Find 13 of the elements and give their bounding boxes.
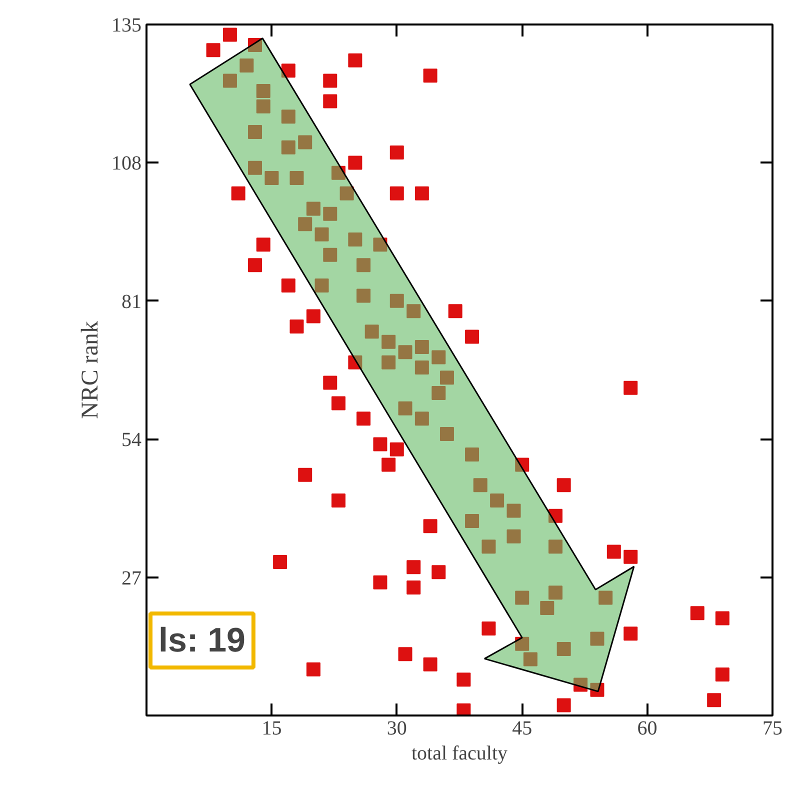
y-tick-label: 135 (112, 14, 142, 36)
y-tick-label: 81 (122, 290, 142, 313)
y-axis-title: NRC rank (78, 320, 104, 419)
x-tick-label: 60 (637, 718, 658, 740)
x-tick-label: 30 (386, 718, 407, 740)
x-tick-label: 45 (512, 718, 532, 740)
x-tick-label: 15 (262, 718, 282, 740)
y-tick-label: 54 (122, 429, 142, 452)
annotation: ls: 19 (158, 622, 246, 660)
y-tick-label: 27 (122, 567, 142, 590)
x-tick-label: 75 (762, 718, 782, 740)
x-axis-title: total faculty (411, 742, 508, 764)
y-tick-label: 108 (112, 152, 142, 175)
